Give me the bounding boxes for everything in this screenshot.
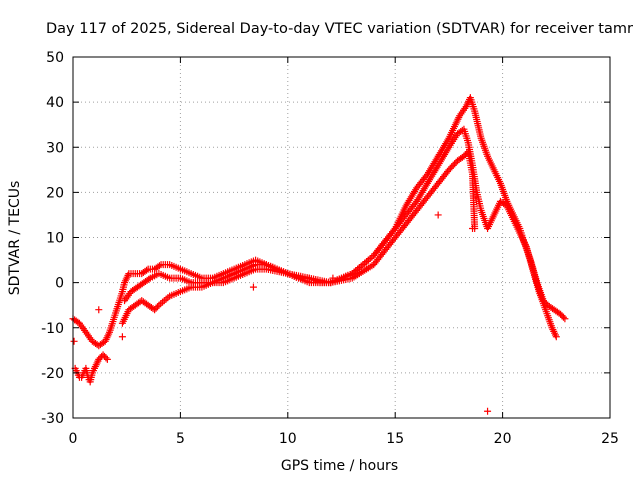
y-tick-label: -30 — [41, 411, 64, 427]
data-point — [249, 283, 257, 291]
y-tick-label: 50 — [46, 50, 64, 66]
data-point — [552, 333, 560, 341]
axis-ticks: 0 5 10 15 20 25 -30 -20 -10 0 10 20 30 40 50 — [41, 50, 619, 447]
y-tick-label: 0 — [55, 276, 64, 292]
data-point — [95, 306, 103, 314]
data-point — [561, 315, 569, 323]
y-tick-label: 40 — [46, 95, 64, 111]
data-point-fill — [153, 303, 161, 311]
data-point — [118, 333, 126, 341]
data-point — [484, 407, 492, 415]
x-tick-label: 20 — [494, 431, 512, 447]
data-point — [469, 224, 477, 232]
data-point-fill — [145, 275, 153, 283]
data-point — [434, 211, 442, 219]
data-point-fill — [143, 266, 151, 274]
data-point-fill — [155, 262, 163, 270]
y-tick-label: -20 — [41, 366, 64, 382]
x-tick-label: 10 — [279, 431, 297, 447]
y-tick-label: -10 — [41, 321, 64, 337]
x-tick-label: 5 — [176, 431, 185, 447]
data-point — [103, 355, 111, 363]
data-point — [329, 274, 337, 282]
y-tick-label: 10 — [46, 231, 64, 247]
data-point-fill — [102, 354, 110, 362]
data-point-fill — [559, 313, 567, 321]
x-tick-label: 25 — [601, 431, 619, 447]
data-point — [70, 337, 78, 345]
x-tick-label: 0 — [69, 431, 78, 447]
x-axis-label: GPS time / hours — [281, 458, 398, 474]
y-axis-label: SDTVAR / TECUs — [7, 181, 23, 296]
x-tick-label: 15 — [386, 431, 404, 447]
data-points — [69, 94, 569, 415]
y-tick-label: 30 — [46, 140, 64, 156]
chart-title: Day 117 of 2025, Sidereal Day-to-day VTE… — [46, 21, 633, 37]
y-tick-label: 20 — [46, 185, 64, 201]
